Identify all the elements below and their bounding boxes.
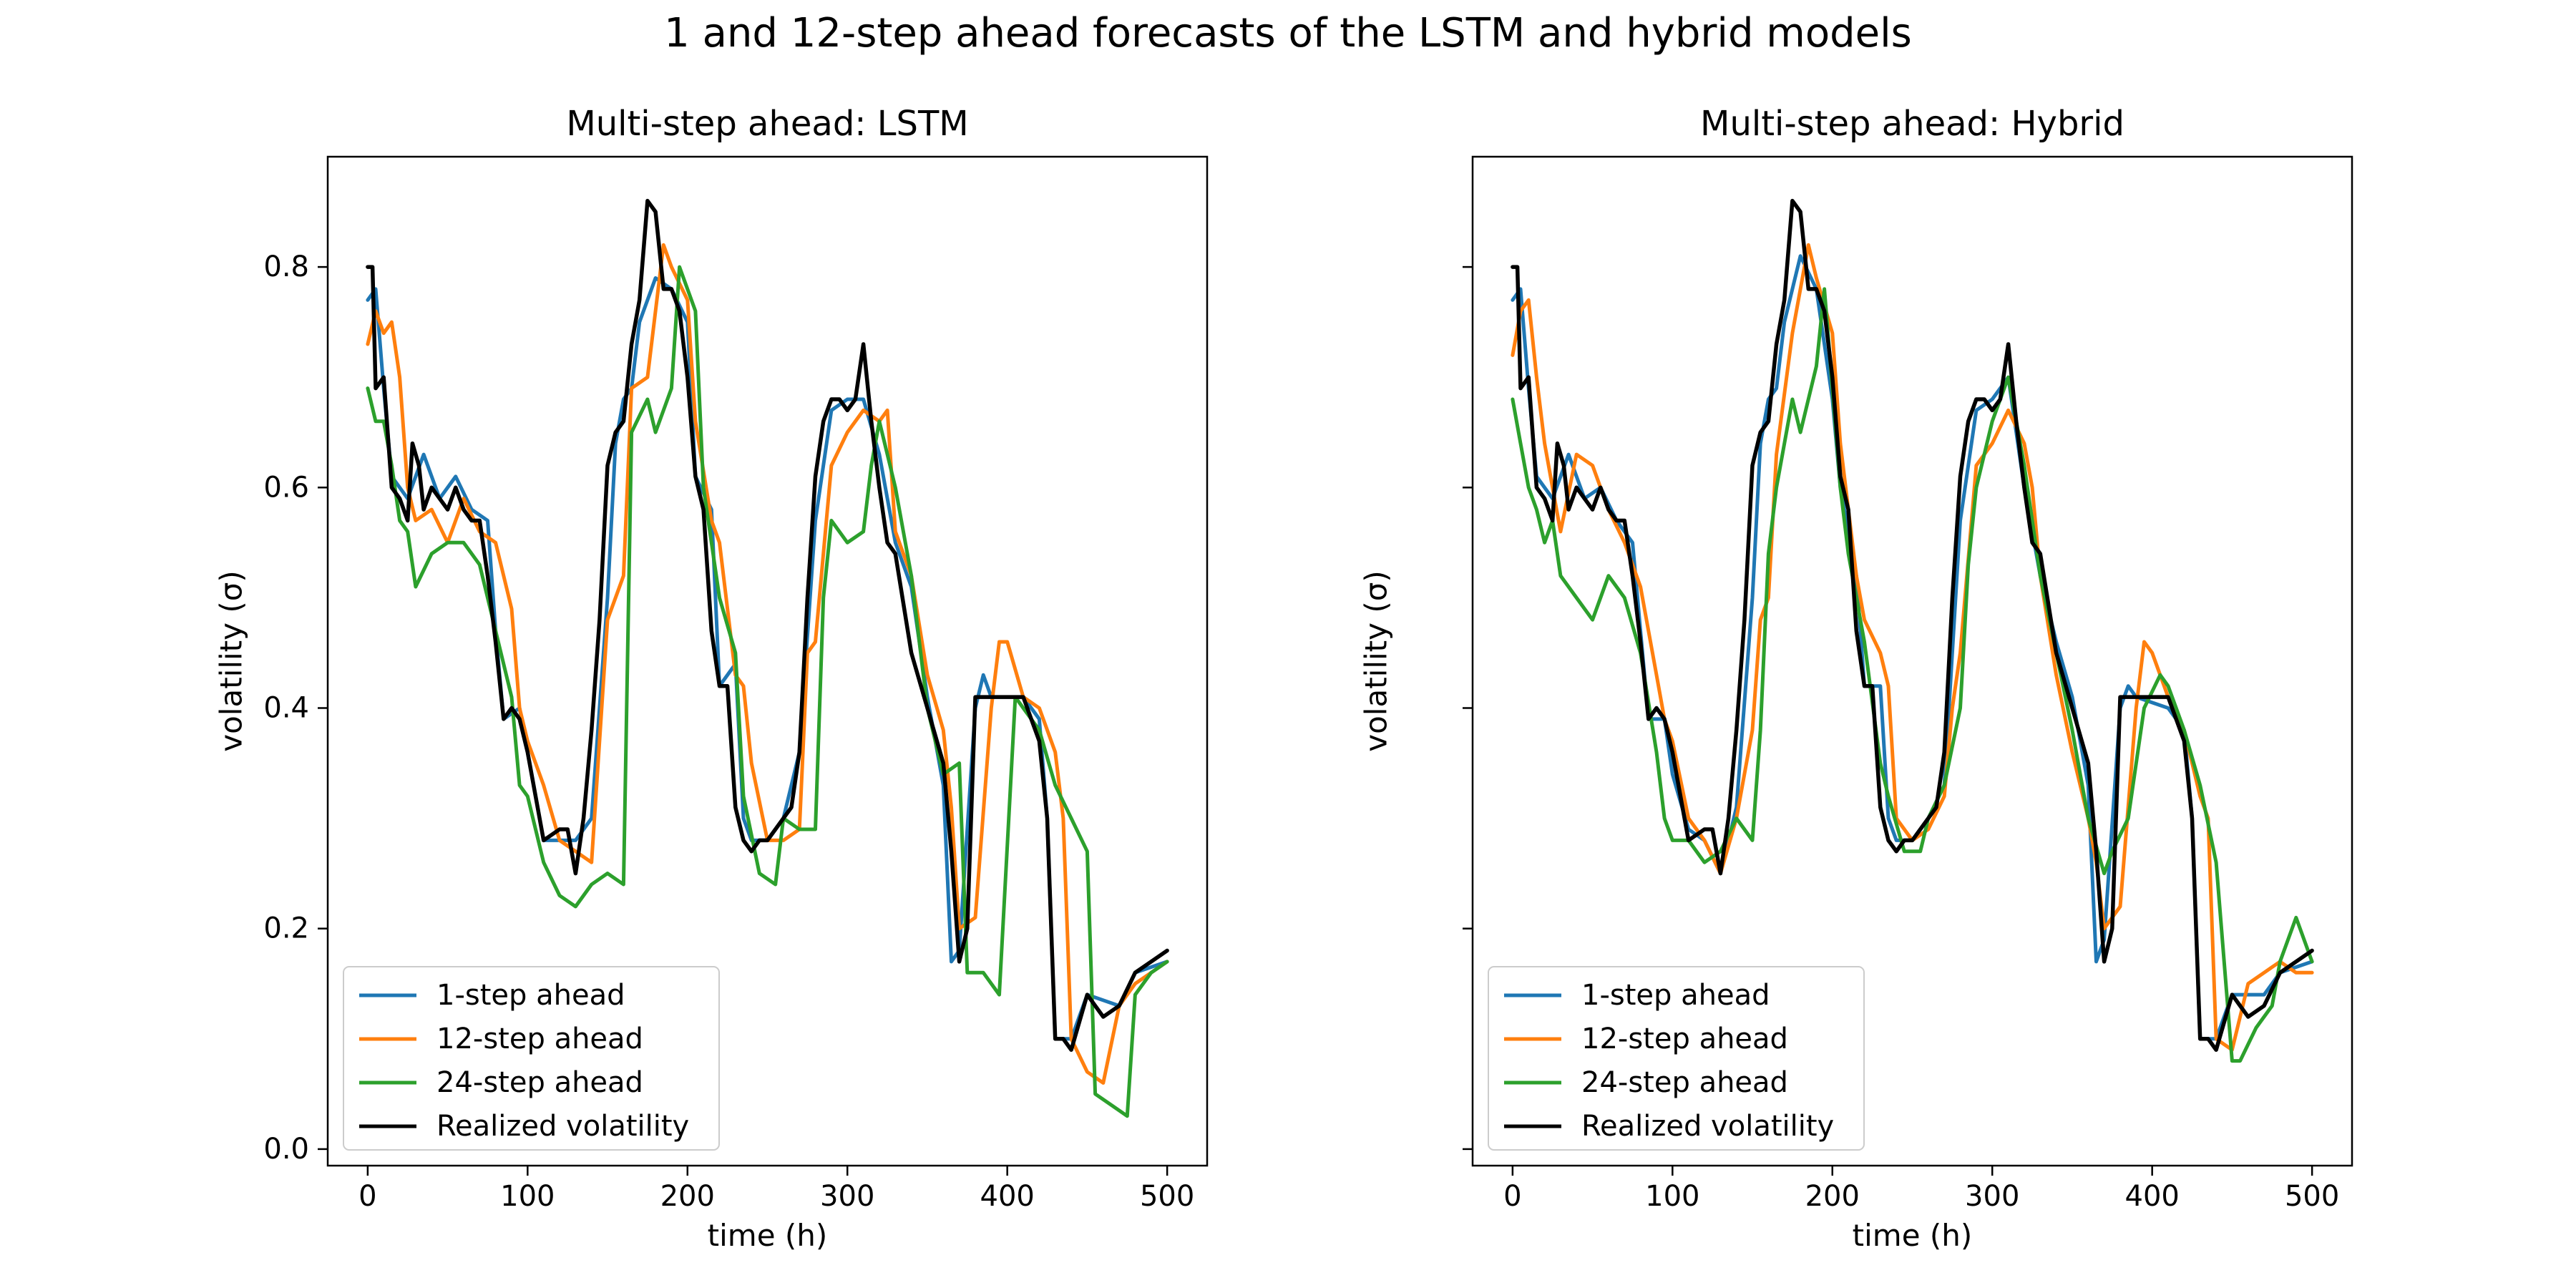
figure-suptitle: 1 and 12-step ahead forecasts of the LST… bbox=[664, 10, 1912, 57]
chart-panel-hybrid: 0 100 200 300 400 500 Multi-step ahead: Hybrid… bbox=[1359, 104, 2353, 1253]
hybrid-x-tick-label: 300 bbox=[1965, 1180, 2019, 1213]
lstm-legend-label-24-step-ahead: 24-step ahead bbox=[436, 1066, 643, 1099]
lstm-axes-frame bbox=[326, 155, 1209, 1167]
lstm-y-tick-label: 0.6 bbox=[263, 471, 309, 504]
hybrid-x-tick-label: 100 bbox=[1645, 1180, 1699, 1213]
lstm-series-realized-volatility bbox=[366, 198, 1169, 1052]
lstm-y-tick-label: 0.8 bbox=[263, 250, 309, 283]
chart-panel-lstm: 0 100 200 300 400 500 0.0 0.2 0.4 0.6 0.8 Multi-ste… bbox=[214, 104, 1209, 1253]
lstm-series-24-step-ahead bbox=[366, 265, 1169, 1118]
hybrid-legend-label-24-step-ahead: 24-step ahead bbox=[1581, 1066, 1788, 1099]
lstm-x-tick-label: 100 bbox=[500, 1180, 555, 1213]
lstm-series-group bbox=[366, 198, 1169, 1118]
hybrid-legend-label-realized-volatility: Realized volatility bbox=[1581, 1110, 1834, 1143]
lstm-y-tick-label: 0.2 bbox=[263, 912, 309, 945]
lstm-series-1-step-ahead bbox=[366, 276, 1169, 1041]
hybrid-x-tick-label: 0 bbox=[1503, 1180, 1521, 1213]
lstm-chart-title: Multi-step ahead: LSTM bbox=[566, 104, 968, 144]
lstm-x-tick-label: 500 bbox=[1140, 1180, 1194, 1213]
hybrid-legend-label-1-step-ahead: 1-step ahead bbox=[1581, 979, 1770, 1012]
hybrid-x-tick-label: 200 bbox=[1805, 1180, 1860, 1213]
lstm-legend: 1-step ahead 12-step ahead 24-step ahead Re… bbox=[343, 966, 720, 1151]
lstm-x-tick-label: 400 bbox=[980, 1180, 1035, 1213]
hybrid-series-24-step-ahead bbox=[1511, 287, 2314, 1063]
lstm-legend-box bbox=[343, 966, 720, 1151]
lstm-y-axis-label: volatility (σ) bbox=[214, 570, 249, 752]
lstm-legend-label-12-step-ahead: 12-step ahead bbox=[436, 1023, 643, 1055]
hybrid-x-axis-label: time (h) bbox=[1853, 1218, 1973, 1253]
hybrid-legend: 1-step ahead 12-step ahead 24-step ahead Re… bbox=[1488, 966, 1865, 1151]
lstm-legend-label-realized-volatility: Realized volatility bbox=[436, 1110, 689, 1143]
hybrid-x-tick-label: 500 bbox=[2285, 1180, 2339, 1213]
lstm-x-tick-label: 300 bbox=[820, 1180, 874, 1213]
hybrid-series-12-step-ahead bbox=[1511, 243, 2314, 1052]
hybrid-chart-title: Multi-step ahead: Hybrid bbox=[1700, 104, 2124, 144]
lstm-x-tick-label: 0 bbox=[358, 1180, 376, 1213]
lstm-y-tick-label: 0.4 bbox=[263, 691, 309, 724]
lstm-legend-label-1-step-ahead: 1-step ahead bbox=[436, 979, 625, 1012]
hybrid-legend-label-12-step-ahead: 12-step ahead bbox=[1581, 1023, 1788, 1055]
lstm-x-axis-label: time (h) bbox=[708, 1218, 828, 1253]
hybrid-y-axis-label: volatility (σ) bbox=[1359, 570, 1394, 752]
hybrid-x-tick-label: 400 bbox=[2125, 1180, 2180, 1213]
hybrid-series-realized-volatility bbox=[1511, 198, 2314, 1052]
lstm-series-12-step-ahead bbox=[366, 243, 1169, 1085]
lstm-y-tick-label: 0.0 bbox=[263, 1133, 309, 1166]
lstm-x-tick-label: 200 bbox=[660, 1180, 715, 1213]
hybrid-series-group bbox=[1511, 198, 2314, 1063]
hybrid-axes-frame bbox=[1471, 155, 2353, 1167]
hybrid-legend-box bbox=[1488, 966, 1865, 1151]
